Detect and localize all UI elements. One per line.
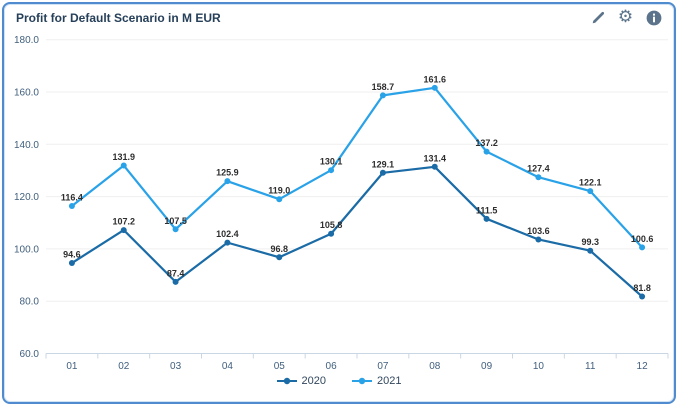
svg-text:105.8: 105.8 <box>320 220 343 230</box>
svg-text:107.2: 107.2 <box>112 217 135 227</box>
legend-label: 2020 <box>301 375 326 387</box>
svg-text:87.4: 87.4 <box>167 268 185 278</box>
legend-marker-2021 <box>352 377 372 385</box>
data-labels-2021: 116.4 131.9 107.5 125.9 119.0 130.1 158.7 161.6… <box>61 74 653 244</box>
svg-text:107.5: 107.5 <box>164 216 187 226</box>
svg-text:125.9: 125.9 <box>216 168 239 178</box>
svg-text:111.5: 111.5 <box>476 205 498 215</box>
svg-text:99.3: 99.3 <box>581 237 599 247</box>
legend-item-2020[interactable]: 2020 <box>276 375 326 387</box>
svg-text:06: 06 <box>326 361 338 372</box>
svg-text:158.7: 158.7 <box>372 82 395 92</box>
svg-text:09: 09 <box>481 361 493 372</box>
legend-item-2021[interactable]: 2021 <box>352 375 401 387</box>
svg-text:03: 03 <box>170 361 182 372</box>
svg-text:81.8: 81.8 <box>633 283 651 293</box>
svg-text:01: 01 <box>66 361 78 372</box>
svg-text:100.0: 100.0 <box>14 244 39 255</box>
svg-text:96.8: 96.8 <box>270 244 288 254</box>
legend-marker-2020 <box>276 377 297 385</box>
svg-text:02: 02 <box>118 361 130 372</box>
svg-text:08: 08 <box>429 361 441 372</box>
svg-text:116.4: 116.4 <box>61 193 83 203</box>
svg-text:04: 04 <box>222 361 234 372</box>
y-axis: 60.0 80.0 100.0 120.0 140.0 160.0 180.0 <box>14 35 668 360</box>
svg-text:161.6: 161.6 <box>423 74 446 84</box>
svg-text:127.4: 127.4 <box>527 164 550 174</box>
tile-toolbar: ⚙ <box>589 9 662 26</box>
svg-text:140.0: 140.0 <box>14 140 39 151</box>
svg-text:11: 11 <box>585 361 596 372</box>
info-glyph <box>646 10 661 25</box>
info-icon[interactable] <box>645 9 662 26</box>
gear-icon[interactable]: ⚙ <box>617 7 634 27</box>
svg-text:60.0: 60.0 <box>20 349 40 360</box>
svg-text:80.0: 80.0 <box>20 297 40 308</box>
svg-text:160.0: 160.0 <box>14 88 39 99</box>
legend-label: 2021 <box>377 375 402 387</box>
series-2020[interactable] <box>68 163 646 300</box>
svg-text:131.4: 131.4 <box>423 153 446 163</box>
svg-text:07: 07 <box>377 361 389 372</box>
chart-tile: Profit for Default Scenario in M EUR ⚙ 6… <box>2 2 676 404</box>
svg-text:129.1: 129.1 <box>372 159 395 169</box>
svg-text:119.0: 119.0 <box>268 186 290 196</box>
x-axis: 01 02 03 04 05 06 07 08 09 10 11 12 <box>45 353 669 372</box>
svg-text:94.6: 94.6 <box>63 250 81 260</box>
svg-text:120.0: 120.0 <box>14 192 39 203</box>
pencil-glyph <box>592 11 604 23</box>
edit-icon[interactable] <box>589 9 606 26</box>
svg-text:12: 12 <box>637 361 649 372</box>
svg-text:05: 05 <box>274 361 286 372</box>
chart-legend: 2020 2021 <box>4 375 674 387</box>
chart-title: Profit for Default Scenario in M EUR <box>16 11 221 25</box>
svg-text:130.1: 130.1 <box>320 157 343 167</box>
svg-text:122.1: 122.1 <box>579 178 602 188</box>
svg-text:137.2: 137.2 <box>475 138 498 148</box>
series-2021[interactable] <box>68 84 646 251</box>
tile-header: Profit for Default Scenario in M EUR ⚙ <box>4 4 674 32</box>
svg-text:102.4: 102.4 <box>216 229 239 239</box>
data-labels-2020: 94.6 107.2 87.4 102.4 96.8 105.8 129.1 131.4 111… <box>63 153 651 293</box>
svg-text:103.6: 103.6 <box>527 226 550 236</box>
svg-text:180.0: 180.0 <box>14 35 39 46</box>
svg-text:10: 10 <box>533 361 545 372</box>
svg-text:100.6: 100.6 <box>631 234 654 244</box>
svg-text:131.9: 131.9 <box>112 152 135 162</box>
